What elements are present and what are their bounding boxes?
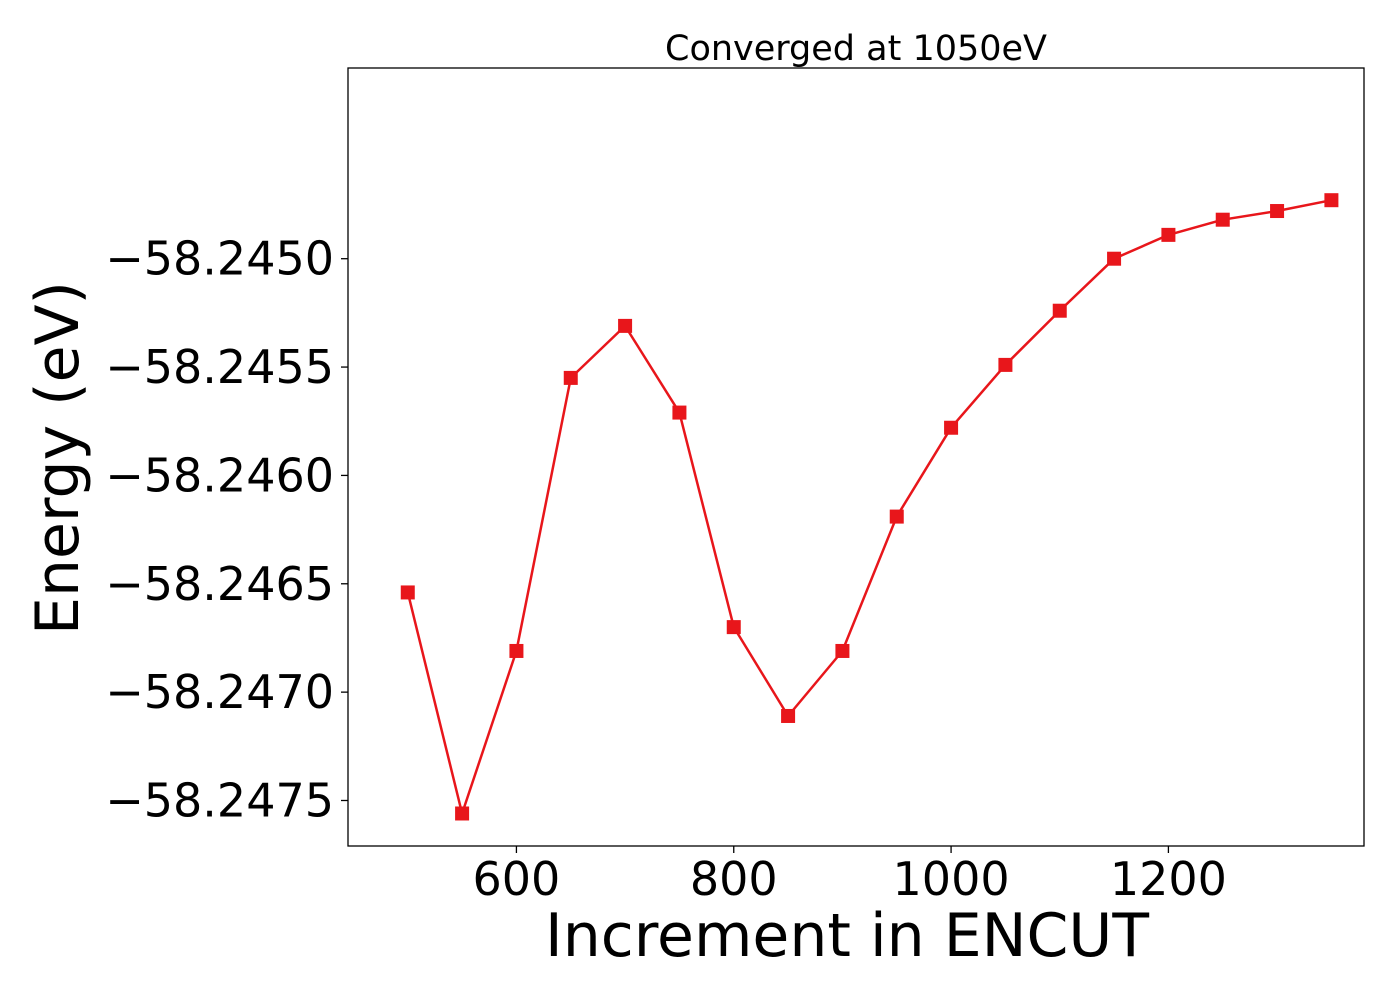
y-tick-label: −58.2450: [105, 232, 334, 286]
data-point-marker: [672, 405, 687, 420]
series-layer: [400, 193, 1339, 821]
data-point-marker: [563, 370, 578, 385]
data-point-marker: [1324, 193, 1339, 208]
data-point-marker: [455, 806, 470, 821]
x-axis-ticks: 600 800 1000 1200: [473, 846, 1227, 906]
data-point-marker: [400, 585, 415, 600]
data-point-marker: [618, 318, 633, 333]
data-point-marker: [1270, 204, 1285, 219]
data-point-marker: [1161, 227, 1176, 242]
y-tick-label: −58.2465: [105, 557, 334, 611]
y-tick-label: −58.2455: [105, 340, 334, 394]
y-tick-label: −58.2475: [105, 773, 334, 827]
y-tick-label: −58.2460: [105, 448, 334, 502]
y-axis-label: Energy (eV): [23, 281, 93, 635]
plot-area-frame: [347, 67, 1365, 847]
x-axis-label: Increment in ENCUT: [545, 901, 1149, 971]
x-tick-label: 1000: [893, 852, 1010, 906]
x-tick-label: 800: [690, 852, 778, 906]
data-point-marker: [889, 509, 904, 524]
x-tick-label: 1200: [1110, 852, 1227, 906]
data-point-marker: [944, 420, 959, 435]
data-point-marker: [835, 643, 850, 658]
data-point-marker: [726, 620, 741, 635]
data-point-marker: [1107, 251, 1122, 266]
series-line: [406, 198, 1332, 815]
y-axis-ticks: −58.2475 −58.2470 −58.2465 −58.2460 −58.2455…: [105, 232, 348, 827]
data-point-marker: [509, 643, 524, 658]
data-point-marker: [1215, 212, 1230, 227]
chart-title: Converged at 1050eV: [665, 29, 1047, 69]
y-tick-label: −58.2470: [105, 665, 334, 719]
data-point-marker: [1052, 303, 1067, 318]
data-point-marker: [781, 708, 796, 723]
data-point-marker: [998, 357, 1013, 372]
x-tick-label: 600: [473, 852, 561, 906]
